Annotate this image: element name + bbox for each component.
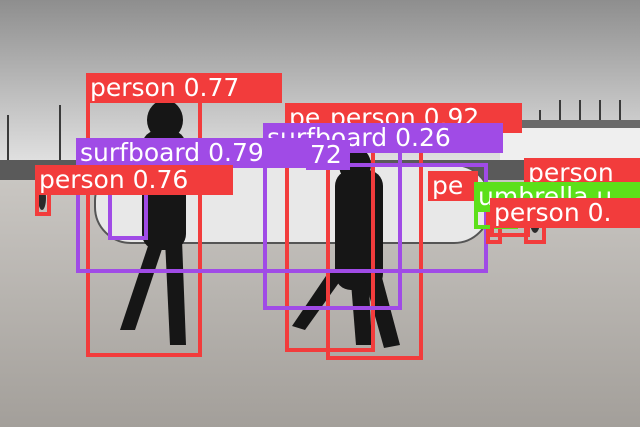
- pavilion-roof: [495, 120, 640, 128]
- label-surfboard-5: 72: [306, 140, 350, 170]
- pavilion: [500, 125, 640, 160]
- label-person-10: person 0.: [490, 198, 640, 228]
- label-surfboard-4: surfboard 0.79: [76, 138, 324, 168]
- label-person-0: person 0.77: [86, 73, 282, 103]
- label-person-6: person 0.76: [35, 165, 233, 195]
- label-person-7: pe: [428, 171, 478, 201]
